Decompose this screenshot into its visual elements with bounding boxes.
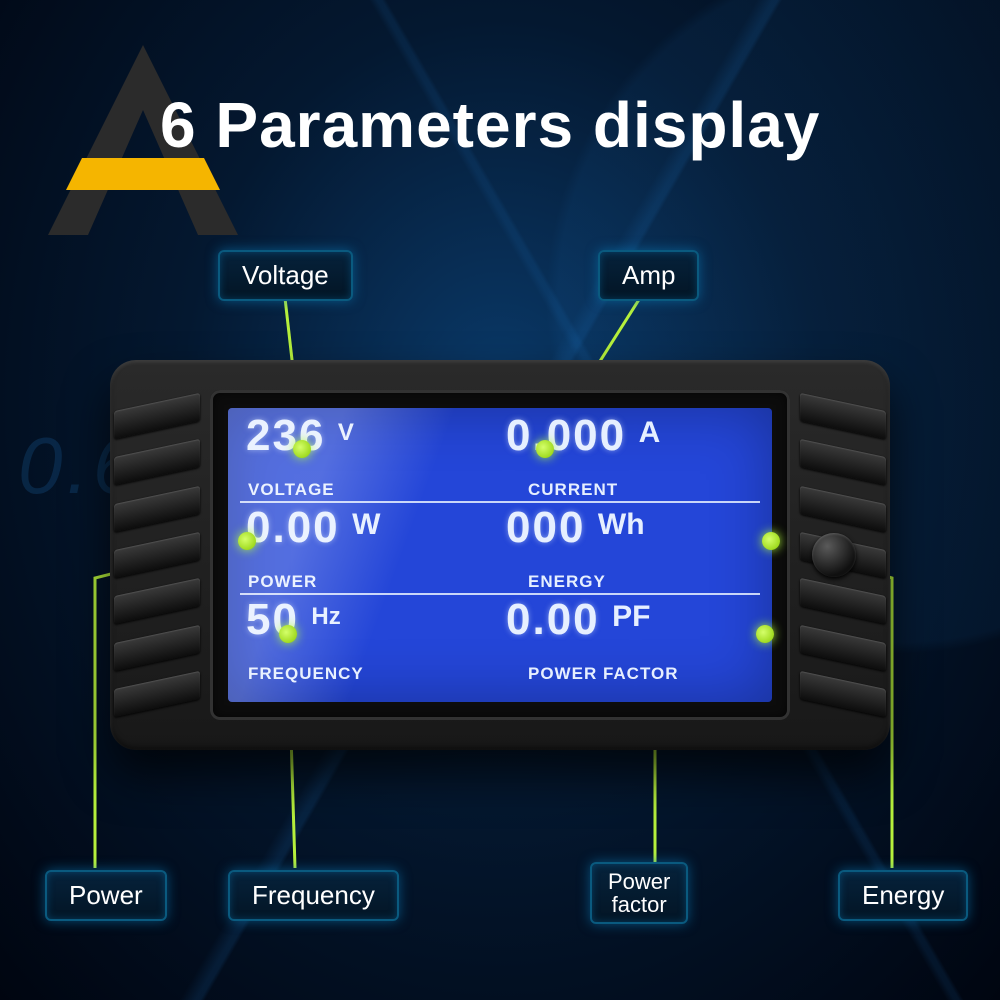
grill-left [114,402,200,708]
voltage-label: VOLTAGE [248,480,335,500]
callout-power-factor-l2: factor [612,892,667,917]
power-value: 0.00 [246,506,340,550]
callout-power: Power [45,870,167,921]
current-unit: A [639,416,661,450]
dot-power [238,532,256,550]
screen-bezel: 236 V VOLTAGE 0.000 A CURRENT 0.00 W POW… [210,390,790,720]
dot-energy [762,532,780,550]
meter-device: 236 V VOLTAGE 0.000 A CURRENT 0.00 W POW… [110,360,890,750]
callout-frequency: Frequency [228,870,399,921]
callout-amp: Amp [598,250,699,301]
callout-voltage: Voltage [218,250,353,301]
dot-voltage [293,440,311,458]
energy-value: 000 [506,506,585,550]
callout-energy: Energy [838,870,968,921]
frequency-label: FREQUENCY [248,664,364,684]
dot-amp [536,440,554,458]
device-button[interactable] [812,533,856,577]
pf-unit: PF [612,600,650,634]
current-label: CURRENT [528,480,618,500]
dot-frequency [279,625,297,643]
voltage-unit: V [338,419,354,447]
callout-power-factor-l1: Power [608,869,670,894]
voltage-value: 236 [246,414,325,458]
current-value: 0.000 [506,414,626,458]
energy-unit: Wh [598,508,645,542]
power-label: POWER [248,572,317,592]
frequency-unit: Hz [311,603,340,631]
energy-label: ENERGY [528,572,606,592]
pf-label: POWER FACTOR [528,664,679,684]
pf-value: 0.00 [506,598,600,642]
callout-power-factor: Power factor [590,862,688,924]
page-title: 6 Parameters display [160,88,820,162]
power-unit: W [352,508,380,542]
dot-power-factor [756,625,774,643]
